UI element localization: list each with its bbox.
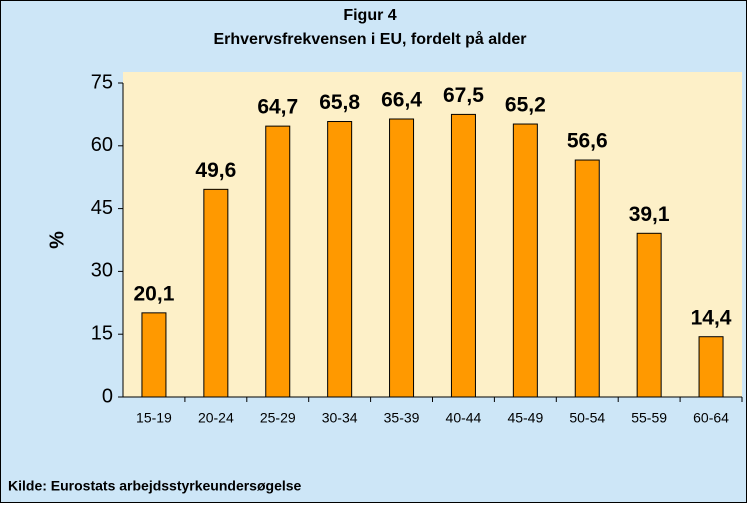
y-tick-label: 15 xyxy=(91,322,113,344)
x-tick-label: 45-49 xyxy=(507,410,543,426)
y-tick-label: 45 xyxy=(91,197,113,219)
value-label: 20,1 xyxy=(134,282,175,305)
bar xyxy=(141,312,167,398)
x-tick-label: 60-64 xyxy=(693,410,729,426)
value-label: 65,2 xyxy=(505,94,546,117)
value-label: 66,4 xyxy=(381,89,422,112)
bar xyxy=(203,188,229,398)
value-label: 65,8 xyxy=(319,91,360,114)
value-label: 14,4 xyxy=(691,306,732,329)
x-tick-label: 40-44 xyxy=(446,410,482,426)
x-tick-label: 20-24 xyxy=(198,410,234,426)
y-tick-label: 75 xyxy=(91,71,113,93)
bar xyxy=(265,125,291,398)
x-tick-label: 55-59 xyxy=(631,410,667,426)
bar xyxy=(512,123,538,398)
value-label: 64,7 xyxy=(257,96,298,119)
bar xyxy=(450,113,476,398)
bar xyxy=(574,159,600,398)
value-label: 49,6 xyxy=(195,159,236,182)
y-tick-label: 30 xyxy=(91,260,113,282)
value-label: 67,5 xyxy=(443,84,484,107)
x-tick-label: 50-54 xyxy=(569,410,605,426)
x-tick-label: 15-19 xyxy=(136,410,172,426)
y-tick-label: 60 xyxy=(91,134,113,156)
chart-subtitle: Erhvervsfrekvensen i EU, fordelt på alde… xyxy=(213,30,526,48)
bar xyxy=(389,118,415,398)
x-tick-label: 30-34 xyxy=(322,410,358,426)
bar xyxy=(698,336,724,398)
bar xyxy=(636,232,662,398)
x-tick-label: 25-29 xyxy=(260,410,296,426)
source-note: Kilde: Eurostats arbejdsstyrkeundersøgel… xyxy=(8,478,302,494)
value-label: 39,1 xyxy=(629,203,670,226)
y-axis-label: % xyxy=(46,231,68,249)
value-label: 56,6 xyxy=(567,130,608,153)
bar xyxy=(327,121,353,398)
x-tick-label: 35-39 xyxy=(384,410,420,426)
y-tick-label: 0 xyxy=(102,385,113,407)
chart-title: Figur 4 xyxy=(343,7,396,24)
